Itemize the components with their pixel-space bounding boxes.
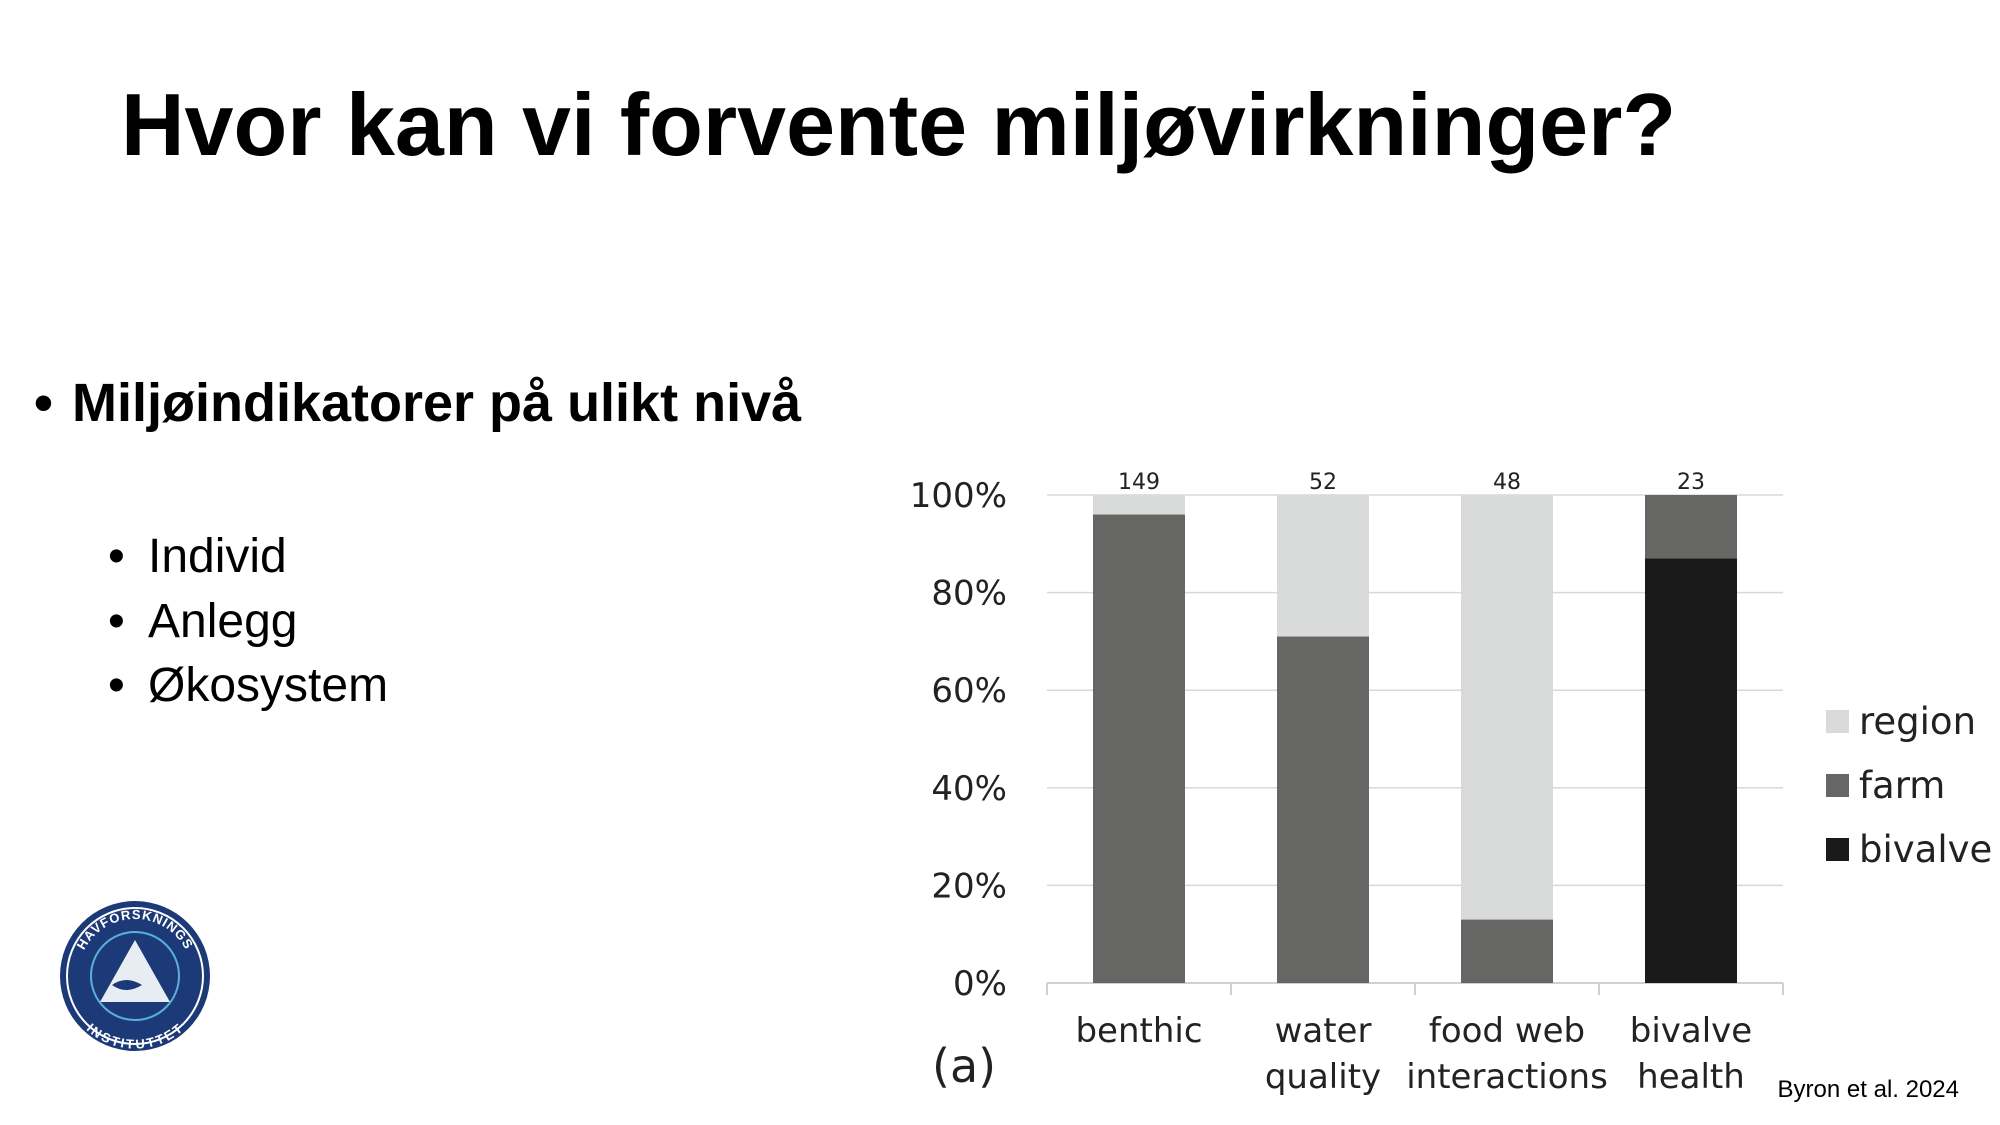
y-tick-label: 20%: [931, 866, 1007, 906]
logo: HAVFORSKNINGS INSTITUTTET: [60, 901, 210, 1052]
bar-segment: [1093, 514, 1185, 983]
x-tick-label: quality: [1265, 1057, 1381, 1097]
bar-segment: [1645, 495, 1737, 559]
legend-label: bivalve: [1859, 828, 1992, 871]
logo-ring: [66, 907, 204, 1045]
bar-total-label: 52: [1309, 470, 1337, 495]
bar-segment: [1645, 558, 1737, 983]
legend-swatch: [1826, 774, 1849, 797]
y-tick-label: 0%: [953, 964, 1007, 1004]
sub-bullet: Anlegg: [148, 595, 297, 648]
sub-bullets: • Individ • Anlegg • Økosystem: [108, 530, 388, 712]
y-tick-label: 80%: [931, 574, 1007, 614]
bar-total-label: 149: [1118, 470, 1160, 495]
bullet-marker: •: [108, 530, 125, 583]
bar-segment: [1277, 636, 1369, 983]
x-tick-label: food web: [1429, 1011, 1585, 1051]
bullet: Miljøindikatorer på ulikt nivå: [72, 373, 802, 433]
bar-segment: [1093, 495, 1185, 515]
x-tick-label: health: [1637, 1057, 1745, 1097]
bar-segment: [1461, 919, 1553, 983]
logo-inner-ring: [90, 931, 180, 1021]
x-tick-label: benthic: [1075, 1011, 1202, 1051]
legend-swatch: [1826, 838, 1849, 861]
bar-segment: [1461, 495, 1553, 920]
bar-total-label: 23: [1677, 470, 1705, 495]
bullet-marker: •: [34, 373, 53, 433]
chart: (a) 0% 20% 40% 60% 80% 100% 149 benthic 52 water q…: [910, 470, 1992, 1097]
bullet-marker: •: [108, 659, 125, 712]
slide-title: Hvor kan vi forvente miljøvirkninger?: [121, 75, 1676, 174]
chart-annotation: (a): [932, 1039, 996, 1093]
y-tick-label: 60%: [931, 671, 1007, 711]
x-tick-label: interactions: [1406, 1057, 1608, 1097]
x-tick-label: water: [1275, 1011, 1372, 1051]
sub-bullet: Økosystem: [148, 659, 388, 712]
logo-fish: [112, 980, 142, 990]
y-tick-label: 100%: [910, 476, 1007, 516]
legend-label: region: [1859, 700, 1976, 743]
x-tick-label: bivalve: [1630, 1011, 1752, 1051]
bullet-marker: •: [108, 595, 125, 648]
bar-total-label: 48: [1493, 470, 1521, 495]
legend-label: farm: [1859, 764, 1945, 807]
legend-swatch: [1826, 710, 1849, 733]
y-tick-label: 40%: [931, 769, 1007, 809]
bar-segment: [1277, 495, 1369, 637]
citation: Byron et al. 2024: [1778, 1076, 1959, 1103]
sub-bullet: Individ: [148, 530, 287, 583]
